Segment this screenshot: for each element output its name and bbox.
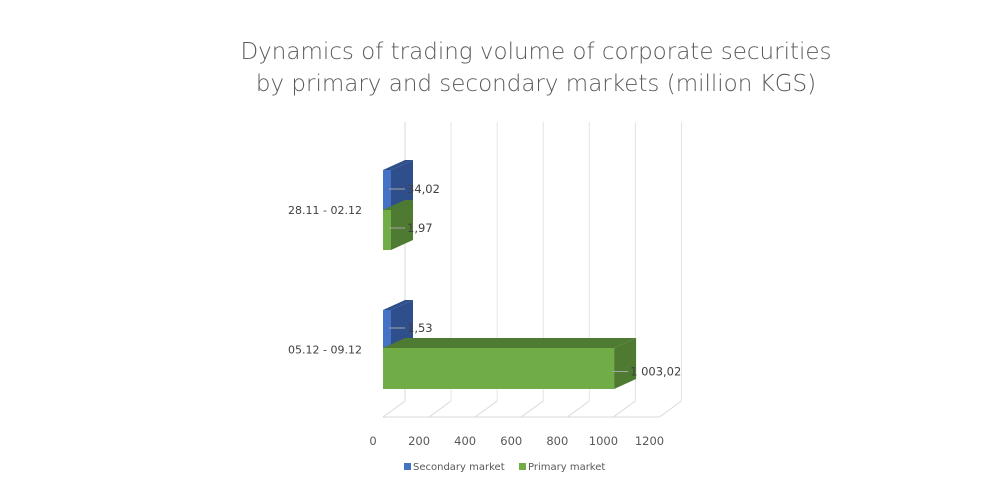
chart-title: Dynamics of trading volume of corporate … bbox=[0, 36, 1000, 100]
floor-gridline bbox=[659, 400, 682, 418]
legend-label: Primary market bbox=[528, 462, 605, 473]
x-tick-label: 200 bbox=[408, 434, 430, 448]
bar-side-face bbox=[391, 160, 413, 212]
legend-swatch bbox=[519, 463, 526, 470]
data-label: 1,53 bbox=[407, 321, 433, 335]
bar-top-face bbox=[383, 160, 413, 170]
data-label: 1 003,02 bbox=[630, 365, 681, 379]
bar bbox=[383, 348, 615, 389]
y-category-label: 28.11 - 02.12 bbox=[288, 204, 362, 217]
x-tick-label: 400 bbox=[454, 434, 476, 448]
y-category-label: 05.12 - 09.12 bbox=[288, 344, 362, 357]
bar-side-face bbox=[391, 200, 413, 250]
data-label: 34,02 bbox=[407, 182, 440, 196]
bar bbox=[383, 310, 391, 350]
floor-gridline bbox=[474, 400, 498, 418]
x-tick-label: 600 bbox=[500, 434, 522, 448]
legend-swatch bbox=[404, 463, 411, 470]
x-tick-label: 1200 bbox=[635, 434, 664, 448]
floor-gridline bbox=[428, 400, 452, 418]
bar-top-face bbox=[383, 338, 637, 348]
floor-gridline bbox=[567, 400, 590, 418]
bar bbox=[383, 210, 391, 250]
floor-gridline bbox=[382, 400, 406, 418]
bar bbox=[383, 170, 391, 212]
data-label: 1,97 bbox=[407, 221, 433, 235]
bar-side-face bbox=[391, 300, 413, 350]
chart-title-line-1: Dynamics of trading volume of corporate … bbox=[240, 39, 832, 65]
x-tick-label: 800 bbox=[546, 434, 568, 448]
bar-side-face bbox=[614, 338, 637, 389]
legend-label: Secondary market bbox=[413, 462, 505, 473]
floor-gridline bbox=[613, 400, 636, 418]
bar-top-face bbox=[383, 200, 413, 210]
bar-top-face bbox=[383, 300, 413, 310]
x-tick-label: 1000 bbox=[589, 434, 618, 448]
chart-title-line-2: by primary and secondary markets (millio… bbox=[255, 71, 817, 97]
floor-gridline bbox=[520, 400, 544, 418]
x-tick-label: 0 bbox=[369, 434, 376, 448]
